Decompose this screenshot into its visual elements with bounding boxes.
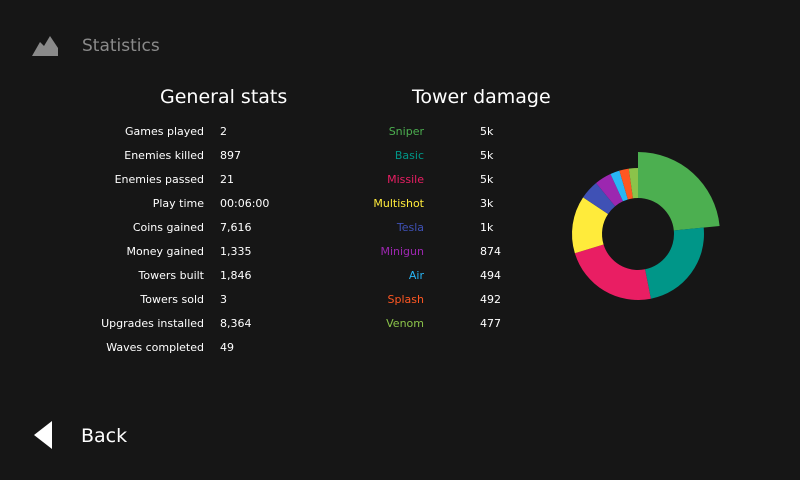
tower-row: Multishot 3k xyxy=(360,196,520,220)
stat-label: Towers sold xyxy=(140,293,204,306)
stat-label: Coins gained xyxy=(132,221,204,234)
stat-label: Enemies killed xyxy=(124,149,204,162)
tower-row: Splash 492 xyxy=(360,292,520,316)
tower-damage-donut-chart xyxy=(572,152,720,301)
header xyxy=(32,30,60,62)
tower-label: Basic xyxy=(394,149,424,162)
tower-value: 3k xyxy=(480,197,494,210)
tower-value: 492 xyxy=(480,293,501,306)
donut-slice-air xyxy=(610,170,628,202)
tower-value: 5k xyxy=(480,149,494,162)
stat-row: Money gained 1,335 xyxy=(60,244,300,268)
stat-row: Towers built 1,846 xyxy=(60,268,300,292)
donut-slice-splash xyxy=(619,168,633,200)
tower-value: 477 xyxy=(480,317,501,330)
stat-row: Enemies passed 21 xyxy=(60,172,300,196)
stat-label: Towers built xyxy=(138,269,204,282)
back-button[interactable] xyxy=(34,418,54,452)
stat-row: Coins gained 7,616 xyxy=(60,220,300,244)
stat-row: Towers sold 3 xyxy=(60,292,300,316)
donut-slice-minigun xyxy=(596,174,623,207)
stat-value: 1,846 xyxy=(220,269,252,282)
stat-value: 2 xyxy=(220,125,227,138)
donut-slice-basic xyxy=(645,227,705,299)
page-title: Statistics xyxy=(82,36,160,56)
stat-row: Waves completed 49 xyxy=(60,340,300,364)
tower-damage-list: Sniper 5k Basic 5k Missile 5k Multishot 3k T… xyxy=(360,124,520,340)
stat-row: Games played 2 xyxy=(60,124,300,148)
mountain-icon xyxy=(32,36,58,56)
tower-row: Sniper 5k xyxy=(360,124,520,148)
tower-label: Missile xyxy=(387,173,424,186)
tower-label: Air xyxy=(408,269,424,282)
tower-label: Multishot xyxy=(373,197,424,210)
tower-label: Minigun xyxy=(380,245,424,258)
tower-label: Splash xyxy=(387,293,424,306)
tower-row: Tesla 1k xyxy=(360,220,520,244)
tower-row: Venom 477 xyxy=(360,316,520,340)
tower-row: Air 494 xyxy=(360,268,520,292)
stat-value: 21 xyxy=(220,173,234,186)
tower-value: 5k xyxy=(480,173,494,186)
stat-value: 3 xyxy=(220,293,227,306)
tower-label: Venom xyxy=(386,317,424,330)
back-label[interactable]: Back xyxy=(81,425,128,447)
stat-label: Money gained xyxy=(126,245,204,258)
tower-label: Sniper xyxy=(388,125,424,138)
stat-label: Enemies passed xyxy=(114,173,204,186)
tower-row: Basic 5k xyxy=(360,148,520,172)
stat-value: 8,364 xyxy=(220,317,252,330)
tower-row: Minigun 874 xyxy=(360,244,520,268)
donut-slice-multishot xyxy=(572,197,609,254)
donut-slice-tesla xyxy=(583,183,616,215)
back-arrow-icon xyxy=(34,421,52,449)
donut-slice-venom xyxy=(628,168,638,199)
stat-value: 49 xyxy=(220,341,234,354)
donut-slice-missile xyxy=(574,244,651,301)
tower-value: 1k xyxy=(480,221,494,234)
stat-label: Games played xyxy=(124,125,204,138)
stat-row: Enemies killed 897 xyxy=(60,148,300,172)
stat-row: Play time 00:06:00 xyxy=(60,196,300,220)
donut-slice-sniper xyxy=(638,152,720,231)
tower-damage-title: Tower damage xyxy=(412,86,551,108)
stat-value: 00:06:00 xyxy=(220,197,270,210)
stat-row: Upgrades installed 8,364 xyxy=(60,316,300,340)
tower-value: 494 xyxy=(480,269,501,282)
stat-label: Waves completed xyxy=(106,341,204,354)
stat-label: Play time xyxy=(152,197,204,210)
general-stats-list: Games played 2 Enemies killed 897 Enemies … xyxy=(60,124,300,364)
tower-value: 874 xyxy=(480,245,501,258)
stat-value: 897 xyxy=(220,149,241,162)
stat-value: 7,616 xyxy=(220,221,252,234)
stat-label: Upgrades installed xyxy=(101,317,204,330)
stat-value: 1,335 xyxy=(220,245,252,258)
general-stats-title: General stats xyxy=(160,86,288,108)
tower-label: Tesla xyxy=(396,221,424,234)
tower-value: 5k xyxy=(480,125,494,138)
tower-row: Missile 5k xyxy=(360,172,520,196)
